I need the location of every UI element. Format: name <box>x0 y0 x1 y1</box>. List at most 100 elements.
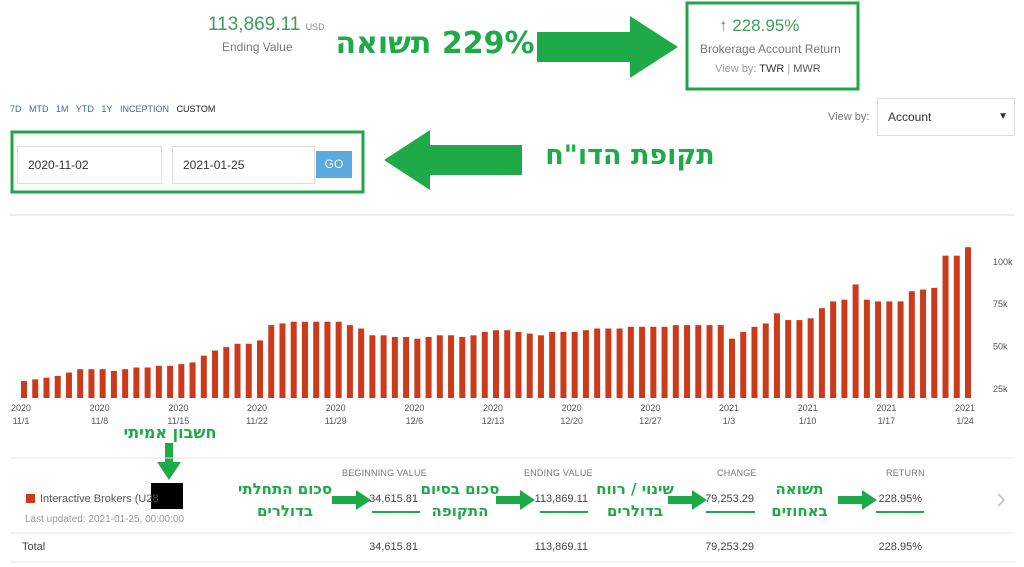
view-by-select[interactable]: Account ▼ <box>877 98 1015 136</box>
bar <box>616 328 623 398</box>
highlight-box <box>10 130 365 194</box>
annotation: סכום התחלתי בדולרים <box>225 478 345 522</box>
bar <box>650 326 657 398</box>
mwr[interactable]: MWR <box>793 63 821 75</box>
range[interactable]: 1M <box>56 104 69 114</box>
x-tick-year: 2020 <box>90 403 110 413</box>
bar <box>886 301 893 398</box>
bar <box>448 335 455 398</box>
go-button[interactable]: GO <box>316 151 352 178</box>
bar <box>537 335 544 398</box>
selected: Account <box>888 110 932 124</box>
y-tick-label: 100k <box>993 257 1013 267</box>
bar <box>717 325 724 398</box>
range[interactable]: 7D <box>10 104 22 114</box>
bar <box>257 340 263 398</box>
range[interactable]: CUSTOM <box>176 104 216 114</box>
annotation: תשואה באחוזים <box>752 478 847 522</box>
bar <box>920 289 927 398</box>
value: 113,869.11 <box>208 14 301 35</box>
bar <box>661 326 668 398</box>
bar <box>403 336 410 398</box>
bar <box>852 284 859 398</box>
bar <box>391 336 398 398</box>
bar <box>582 330 589 398</box>
range[interactable]: INCEPTION <box>119 104 169 114</box>
bar <box>740 331 747 398</box>
bar <box>493 330 499 398</box>
bar <box>627 326 634 398</box>
ending-value-label: Ending Value <box>222 40 293 54</box>
x-tick-label: 1/17 <box>878 416 896 426</box>
bar <box>807 318 814 398</box>
arrow: ↑ <box>719 16 728 35</box>
range-selector: 7D MTD 1M YTD 1Y INCEPTION CUSTOM <box>10 104 215 114</box>
x-tick-label: 1/10 <box>799 416 817 426</box>
cell: 34,615.81 <box>369 493 418 505</box>
bar <box>189 362 196 398</box>
x-tick-year: 2020 <box>404 403 424 413</box>
small-arrows <box>332 490 877 510</box>
x-tick-year: 2020 <box>168 403 188 413</box>
bar <box>346 325 353 398</box>
bar <box>380 335 387 398</box>
bar <box>223 347 230 398</box>
column-header: ENDING VALUE <box>524 468 593 478</box>
return-value: ↑ 228.95% <box>719 16 799 36</box>
cell: 113,869.11 <box>534 493 588 505</box>
row-chevron[interactable] <box>997 493 1006 507</box>
bar <box>99 369 106 398</box>
column-header: CHANGE <box>717 468 757 478</box>
cell: 228.95% <box>878 493 922 505</box>
annotation: תקופת הדו"ח <box>545 140 715 171</box>
bar <box>639 326 646 398</box>
cell: 113,869.11 <box>534 541 588 553</box>
bar <box>594 328 601 398</box>
bar <box>77 369 84 398</box>
line: התקופה <box>431 502 489 520</box>
range[interactable]: MTD <box>29 104 49 114</box>
value: 228.95% <box>732 16 800 35</box>
arrow-left <box>384 130 522 190</box>
bar <box>155 365 162 398</box>
bar <box>897 301 904 398</box>
bar <box>110 370 117 398</box>
bar <box>167 365 174 398</box>
annotation: 229% תשואה <box>335 26 535 61</box>
bar <box>200 355 207 398</box>
start-date[interactable]: 2020-11-02 <box>17 146 162 184</box>
bar <box>212 350 219 398</box>
redaction <box>151 483 183 509</box>
bar <box>605 328 612 398</box>
line: בדולרים <box>606 502 664 520</box>
annotation: סכום בסיום התקופה <box>405 478 515 522</box>
bar <box>358 328 365 398</box>
x-tick-label: 12/13 <box>482 416 505 426</box>
x-tick-year: 2021 <box>798 403 818 413</box>
range[interactable]: 1Y <box>101 104 113 114</box>
line: שינוי / רווח <box>596 480 674 498</box>
ending-value: 113,869.11 USD <box>208 14 325 36</box>
bar <box>32 379 39 398</box>
bar <box>144 367 151 398</box>
bar <box>751 326 758 398</box>
bar <box>21 381 27 398</box>
bar <box>515 331 522 398</box>
bar <box>234 343 241 398</box>
bar <box>335 321 342 398</box>
bar <box>279 323 286 398</box>
bar <box>504 330 511 398</box>
cell: 79,253.29 <box>705 541 754 553</box>
bar <box>706 325 713 398</box>
bar <box>43 377 50 398</box>
bar <box>773 313 780 398</box>
range[interactable]: YTD <box>75 104 94 114</box>
return-label: Brokerage Account Return <box>700 42 841 56</box>
view-by-label: View by: <box>828 111 870 123</box>
x-tick-label: 11/1 <box>13 416 30 426</box>
end-date[interactable]: 2021-01-25 <box>172 146 315 184</box>
twr[interactable]: TWR <box>759 63 785 75</box>
arrow-down <box>157 443 181 480</box>
bar <box>290 321 297 398</box>
